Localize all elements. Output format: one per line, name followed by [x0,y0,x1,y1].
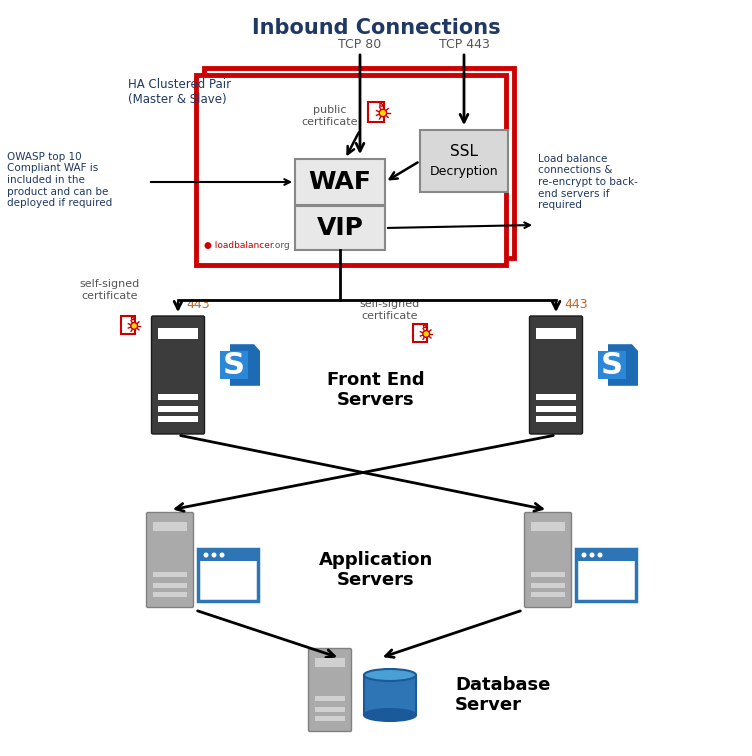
Bar [121,316,135,334]
Text: self-signed
certificate: self-signed certificate [80,279,140,301]
Bar [198,549,258,561]
FancyBboxPatch shape [295,159,385,205]
Circle shape [423,330,429,337]
Polygon shape [598,351,626,379]
Bar [413,324,427,342]
FancyArrowPatch shape [198,611,335,658]
FancyBboxPatch shape [198,549,258,601]
Bar [536,327,576,339]
FancyArrowPatch shape [176,435,553,511]
FancyArrowPatch shape [460,54,468,122]
Text: HA Clustered Pair
(Master & Slave): HA Clustered Pair (Master & Slave) [128,78,231,106]
Circle shape [581,553,587,557]
Text: 443: 443 [564,299,587,311]
Text: self-signed
certificate: self-signed certificate [360,299,420,321]
FancyArrowPatch shape [552,302,560,309]
Bar [315,707,345,712]
Text: Decryption: Decryption [429,165,499,178]
Polygon shape [608,344,638,386]
FancyArrowPatch shape [174,302,182,309]
Bar [368,102,384,122]
Bar [315,696,345,701]
Polygon shape [132,316,135,320]
Bar [576,549,636,561]
Bar [158,394,198,399]
Bar [158,405,198,411]
Circle shape [204,553,208,557]
Circle shape [379,110,387,116]
Ellipse shape [364,709,416,721]
Circle shape [131,323,138,330]
Text: Load balance
connections &
re-encrypt to back-
end servers if
required: Load balance connections & re-encrypt to… [538,153,638,210]
FancyBboxPatch shape [308,649,351,732]
Bar [158,416,198,422]
Bar [153,572,187,577]
Bar [153,592,187,597]
Circle shape [211,553,217,557]
Bar [531,592,565,597]
Text: public
certificate: public certificate [302,105,358,126]
Bar [158,327,198,339]
FancyArrowPatch shape [390,163,417,179]
Circle shape [220,553,225,557]
Polygon shape [220,351,248,379]
Bar [315,716,345,721]
Text: Front End
Servers: Front End Servers [327,370,425,410]
Bar [531,522,565,531]
FancyBboxPatch shape [204,68,514,258]
FancyBboxPatch shape [196,75,506,265]
Text: Inbound Connections: Inbound Connections [252,18,500,38]
Bar [536,405,576,411]
Bar [364,675,416,715]
Bar [536,416,576,422]
FancyBboxPatch shape [576,549,636,601]
FancyArrowPatch shape [347,132,359,154]
Polygon shape [380,102,384,106]
Text: Database
Server: Database Server [455,676,550,714]
Text: 443: 443 [186,299,210,311]
FancyBboxPatch shape [147,513,193,608]
Polygon shape [230,344,260,386]
FancyBboxPatch shape [295,206,385,250]
FancyBboxPatch shape [151,316,205,434]
FancyBboxPatch shape [524,513,572,608]
FancyBboxPatch shape [529,316,583,434]
Bar [531,572,565,577]
Text: OWASP top 10
Compliant WAF is
included in the
product and can be
deployed if req: OWASP top 10 Compliant WAF is included i… [7,152,112,208]
Polygon shape [423,324,427,327]
Bar [153,583,187,588]
Text: ● loadbalancer: ● loadbalancer [204,241,274,250]
FancyArrowPatch shape [356,54,364,151]
Text: TCP 443: TCP 443 [438,38,490,51]
Bar [153,522,187,531]
Text: S: S [601,352,623,380]
Circle shape [590,553,595,557]
Text: .org: .org [272,241,290,250]
Ellipse shape [364,669,416,681]
FancyArrowPatch shape [386,611,520,657]
Text: VIP: VIP [317,216,363,240]
Bar [536,394,576,399]
Bar [315,658,345,667]
Bar [531,583,565,588]
Text: TCP 80: TCP 80 [338,38,381,51]
Text: Application
Servers: Application Servers [319,550,433,590]
FancyBboxPatch shape [420,130,508,192]
FancyArrowPatch shape [180,435,542,511]
Text: WAF: WAF [308,170,371,194]
Text: S: S [223,352,245,380]
Text: SSL: SSL [450,144,478,159]
Circle shape [598,553,602,557]
